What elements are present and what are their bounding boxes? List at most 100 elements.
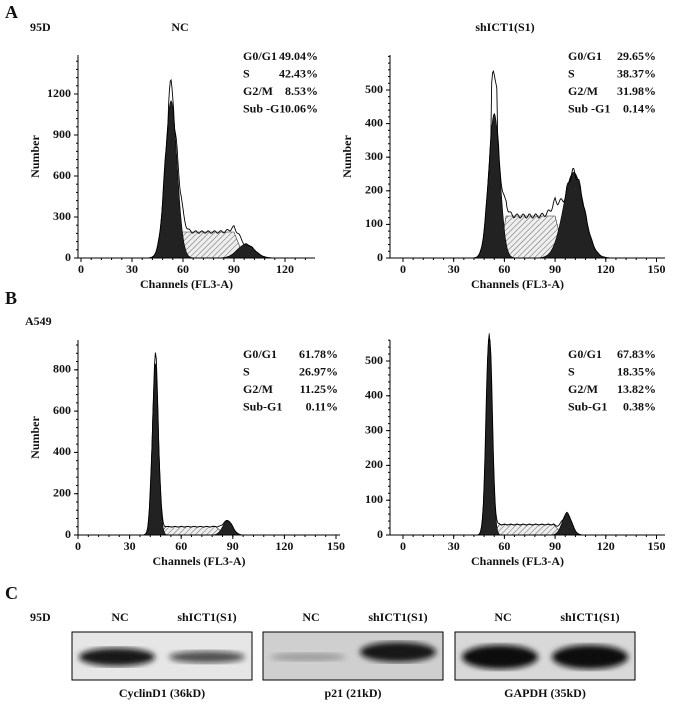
- y-tick-label: 300: [53, 209, 71, 223]
- x-axis-title: Channels (FL3-A): [152, 554, 245, 568]
- x-tick-label: 120: [276, 262, 294, 276]
- x-tick-label: 90: [227, 539, 239, 553]
- x-tick-label: 0: [75, 539, 81, 553]
- outline: [468, 69, 616, 259]
- x-axis-title: Channels (FL3-A): [471, 554, 564, 568]
- x-tick-label: 120: [597, 262, 615, 276]
- band: [552, 645, 628, 669]
- x-tick-label: 60: [498, 262, 510, 276]
- y-tick-label: 600: [53, 403, 71, 417]
- stat-label: S: [568, 364, 575, 378]
- y-tick-label: 600: [53, 168, 71, 182]
- y-tick-label: 400: [365, 115, 383, 129]
- y-axis-title: Number: [340, 135, 354, 178]
- stat-value: 8.53%: [285, 84, 318, 98]
- x-tick-label: 150: [327, 539, 345, 553]
- outline: [145, 78, 289, 259]
- stat-value: 0.38%: [623, 399, 656, 413]
- x-tick-label: 120: [275, 539, 293, 553]
- y-tick-label: 300: [365, 149, 383, 163]
- band: [360, 642, 436, 662]
- stat-label: G2/M: [568, 84, 598, 98]
- x-tick-label: 0: [78, 262, 84, 276]
- band: [462, 645, 538, 669]
- plot-title: NC: [171, 20, 188, 34]
- y-tick-label: 900: [53, 127, 71, 141]
- blot-caption: CyclinD1 (36kD): [119, 686, 205, 700]
- stat-label: G0/G1: [243, 49, 277, 63]
- y-tick-label: 100: [365, 216, 383, 230]
- stat-value: 38.37%: [617, 66, 656, 80]
- stat-value: 67.83%: [617, 347, 656, 361]
- stat-label: Sub -G1: [243, 101, 285, 115]
- stat-label: G2/M: [243, 382, 273, 396]
- x-tick-label: 60: [175, 539, 187, 553]
- stat-label: S: [243, 364, 250, 378]
- stat-value: 0.11%: [306, 399, 338, 413]
- x-tick-label: 30: [448, 539, 460, 553]
- y-tick-label: 0: [377, 527, 383, 541]
- stat-label: Sub-G1: [568, 399, 607, 413]
- stat-value: 0.06%: [285, 101, 318, 115]
- y-tick-label: 100: [365, 492, 383, 506]
- stat-value: 42.43%: [279, 66, 318, 80]
- x-tick-label: 120: [597, 539, 615, 553]
- stat-value: 11.25%: [300, 382, 338, 396]
- y-tick-label: 400: [365, 388, 383, 402]
- x-tick-label: 0: [400, 539, 406, 553]
- y-axis-title: Number: [28, 416, 42, 459]
- y-tick-label: 200: [365, 183, 383, 197]
- cell-line: A549: [25, 314, 52, 328]
- stat-label: S: [243, 66, 250, 80]
- y-axis-title: Number: [28, 135, 42, 178]
- x-tick-label: 0: [400, 262, 406, 276]
- band: [79, 648, 155, 666]
- stat-label: G2/M: [243, 84, 273, 98]
- x-axis-title: Channels (FL3-A): [471, 277, 564, 291]
- y-tick-label: 800: [53, 362, 71, 376]
- lane-label: shICT1(S1): [368, 610, 427, 624]
- stat-value: 29.65%: [617, 49, 656, 63]
- lane-label: shICT1(S1): [560, 610, 619, 624]
- blot-caption: GAPDH (35kD): [504, 686, 586, 700]
- y-tick-label: 0: [377, 250, 383, 264]
- y-tick-label: 500: [365, 82, 383, 96]
- y-tick-label: 200: [365, 457, 383, 471]
- band: [270, 653, 346, 661]
- stat-value: 31.98%: [617, 84, 656, 98]
- x-tick-label: 150: [648, 262, 666, 276]
- x-tick-label: 30: [126, 262, 138, 276]
- x-tick-label: 90: [549, 262, 561, 276]
- x-tick-label: 30: [124, 539, 136, 553]
- stat-value: 0.14%: [623, 101, 656, 115]
- x-tick-label: 60: [177, 262, 189, 276]
- blot-caption: p21 (21kD): [324, 686, 381, 700]
- lane-label: shICT1(S1): [177, 610, 236, 624]
- y-tick-label: 200: [53, 485, 71, 499]
- band: [169, 651, 245, 663]
- lane-label: NC: [494, 610, 511, 624]
- lane-label: NC: [302, 610, 319, 624]
- x-tick-label: 60: [498, 539, 510, 553]
- stat-label: Sub -G1: [568, 101, 610, 115]
- y-tick-label: 400: [53, 444, 71, 458]
- cell-line: 95D: [30, 20, 51, 34]
- panel-label: B: [5, 288, 17, 308]
- x-tick-label: 30: [448, 262, 460, 276]
- stat-label: Sub-G1: [243, 399, 282, 413]
- y-tick-label: 0: [65, 250, 71, 264]
- stat-value: 49.04%: [279, 49, 318, 63]
- stat-label: G0/G1: [568, 347, 602, 361]
- stat-value: 18.35%: [617, 364, 656, 378]
- x-tick-label: 90: [228, 262, 240, 276]
- stat-value: 26.97%: [299, 364, 338, 378]
- y-tick-label: 0: [65, 527, 71, 541]
- panel-label: C: [5, 583, 18, 603]
- stat-label: G0/G1: [243, 347, 277, 361]
- stat-label: G2/M: [568, 382, 598, 396]
- y-tick-label: 300: [365, 422, 383, 436]
- stat-value: 13.82%: [617, 382, 656, 396]
- panel-label: A: [5, 2, 18, 22]
- lane-label: NC: [111, 610, 128, 624]
- plot-title: shICT1(S1): [475, 20, 534, 34]
